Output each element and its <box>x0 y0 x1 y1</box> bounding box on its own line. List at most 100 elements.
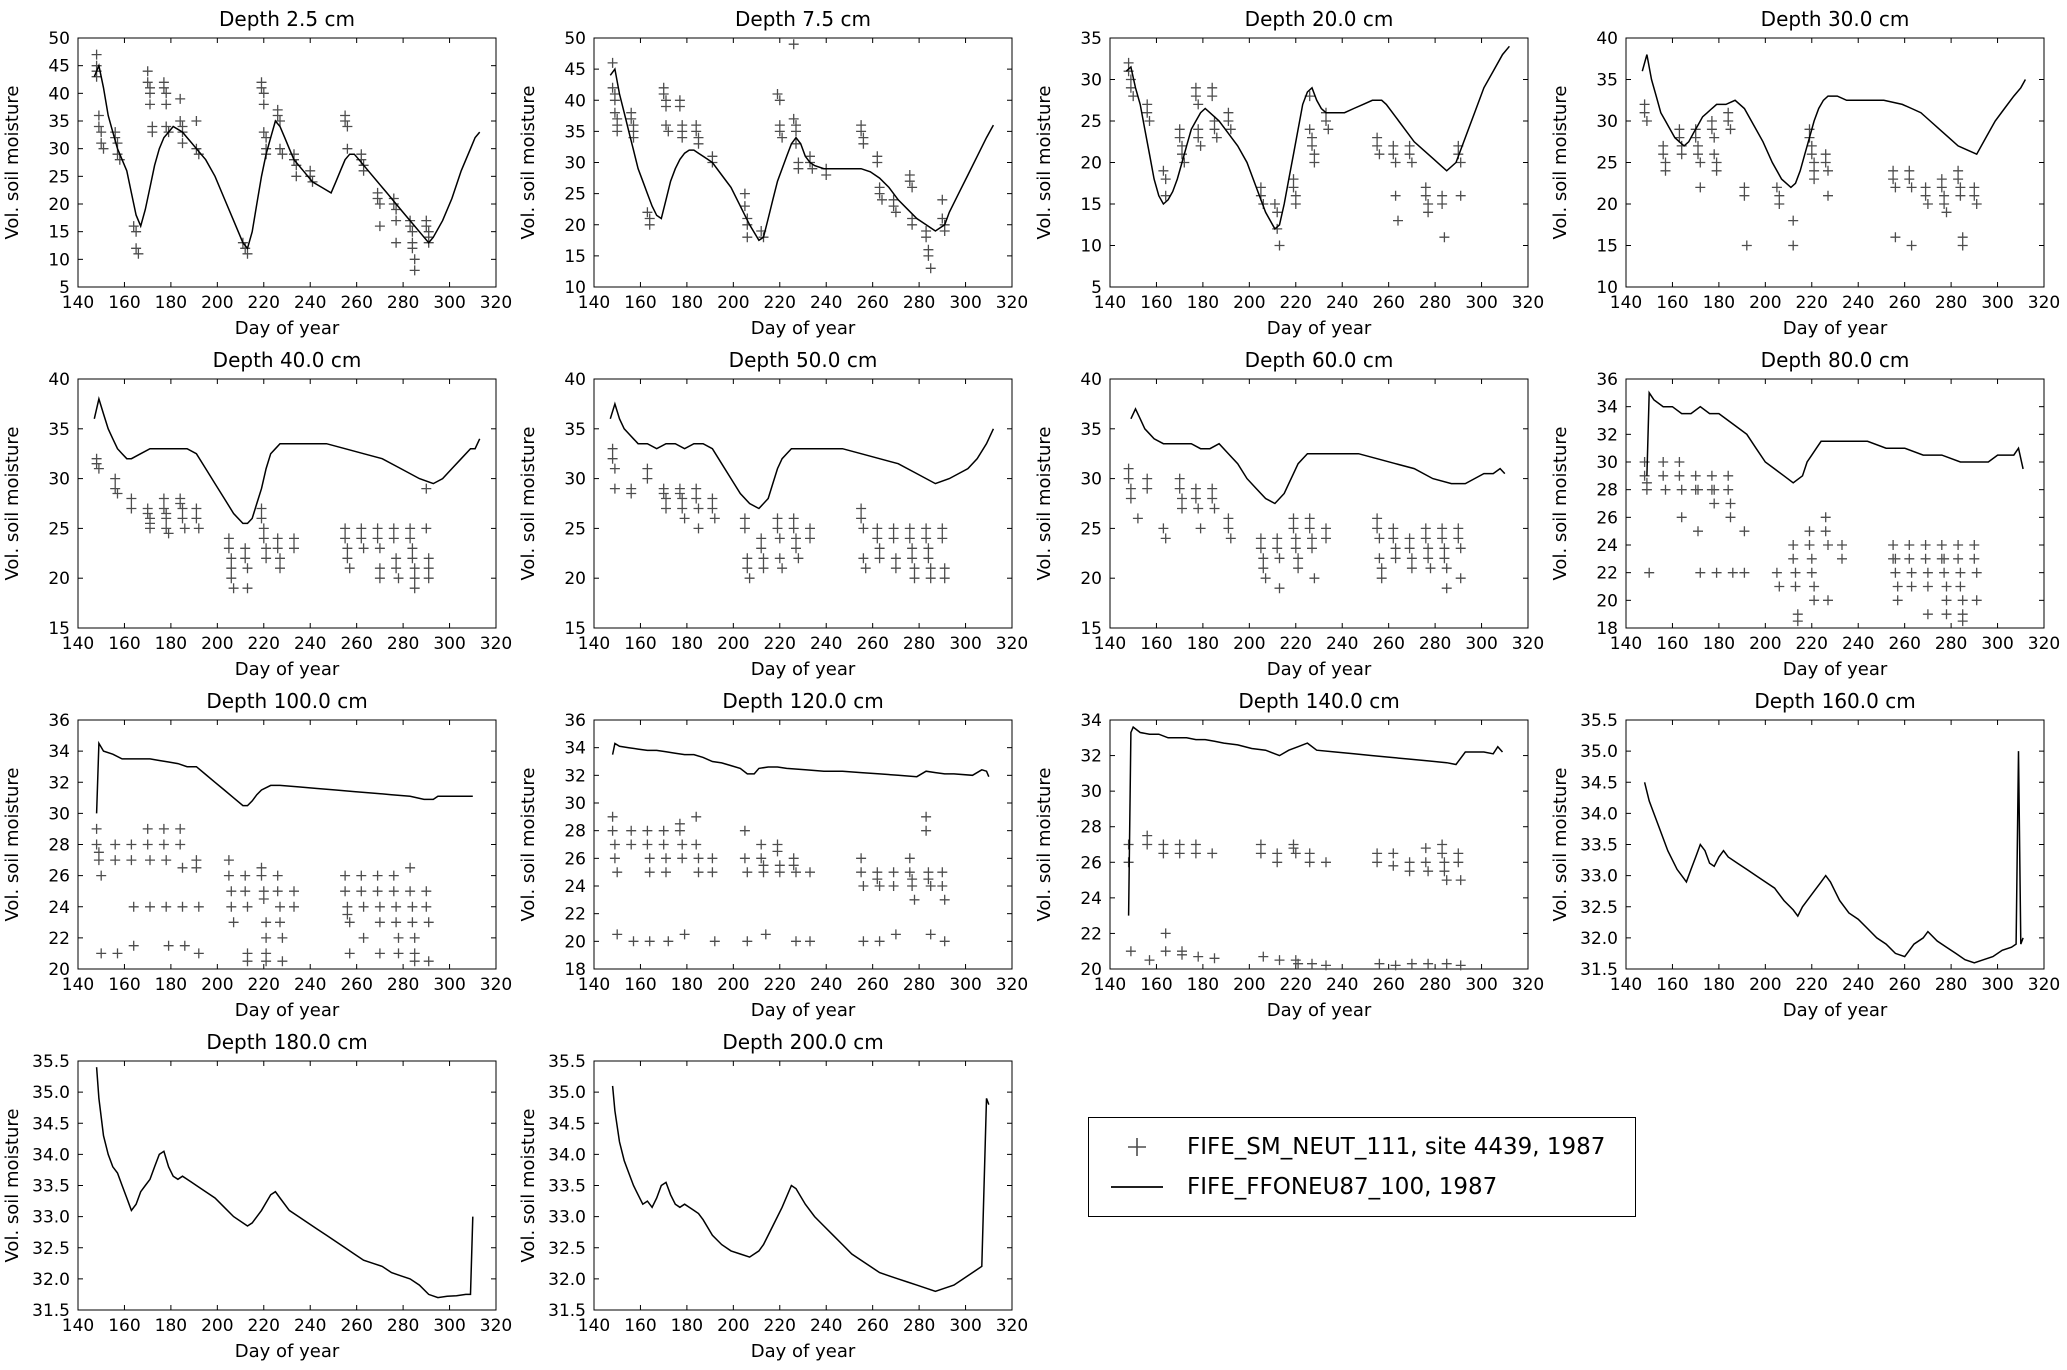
y-tick-label: 32.5 <box>548 1239 586 1259</box>
x-tick-label: 220 <box>248 634 280 654</box>
y-tick-label: 25 <box>1080 519 1102 539</box>
scatter-series <box>1639 99 1982 251</box>
y-tick-label: 15 <box>48 223 70 243</box>
y-axis-label: Vol. soil moisture <box>518 1109 539 1263</box>
line-series <box>95 1067 474 1299</box>
x-tick-label: 260 <box>340 634 372 654</box>
x-tick-label: 140 <box>1610 975 1642 995</box>
x-tick-label: 260 <box>856 975 888 995</box>
x-tick-label: 200 <box>1749 293 1781 313</box>
x-tick-label: 300 <box>433 1316 465 1336</box>
y-tick-label: 33.0 <box>32 1208 70 1228</box>
chart-title: Depth 20.0 cm <box>1245 7 1394 31</box>
x-tick-label: 260 <box>340 1316 372 1336</box>
x-tick-label: 240 <box>1842 975 1874 995</box>
y-tick-label: 31.5 <box>32 1301 70 1321</box>
x-tick-label: 240 <box>1842 293 1874 313</box>
x-tick-label: 180 <box>671 634 703 654</box>
x-tick-label: 280 <box>387 975 419 995</box>
x-tick-label: 300 <box>1465 975 1497 995</box>
x-tick-label: 280 <box>1935 975 1967 995</box>
line-series <box>93 63 481 250</box>
y-axis-label: Vol. soil moisture <box>518 86 539 240</box>
y-tick-label: 30 <box>1080 470 1102 490</box>
x-tick-label: 220 <box>248 293 280 313</box>
x-tick-label: 280 <box>903 293 935 313</box>
y-tick-label: 15 <box>564 619 586 639</box>
scatter-series <box>607 811 950 947</box>
x-tick-label: 160 <box>1140 634 1172 654</box>
legend-cell: FIFE_SM_NEUT_111, site 4439, 1987 FIFE_F… <box>1032 1025 2064 1366</box>
plot-frame <box>593 1060 1013 1311</box>
x-tick-label: 320 <box>996 975 1028 995</box>
x-tick-label: 240 <box>1326 293 1358 313</box>
legend-item-line: FIFE_FFONEU87_100, 1987 <box>1107 1174 1605 1200</box>
y-tick-label: 30 <box>564 470 586 490</box>
x-tick-label: 280 <box>1935 634 1967 654</box>
x-tick-label: 300 <box>433 293 465 313</box>
x-tick-label: 280 <box>387 1316 419 1336</box>
scatter-series <box>91 49 434 276</box>
chart-title: Depth 180.0 cm <box>206 1030 367 1054</box>
x-axis-label: Day of year <box>1783 659 1888 680</box>
chart-title: Depth 40.0 cm <box>213 348 362 372</box>
y-tick-label: 20 <box>564 216 586 236</box>
chart-title: Depth 2.5 cm <box>219 7 355 31</box>
plus-marker-icon <box>1128 1138 1146 1156</box>
x-tick-label: 240 <box>1842 634 1874 654</box>
y-tick-label: 30 <box>564 794 586 814</box>
chart-title: Depth 50.0 cm <box>729 348 878 372</box>
x-tick-label: 200 <box>201 293 233 313</box>
x-tick-label: 240 <box>294 634 326 654</box>
chart-svg: 140 160 180 200 220 240 260 280 300 320 15 20 25 30 35… <box>1034 348 1544 680</box>
y-tick-label: 40 <box>564 91 586 111</box>
x-tick-label: 280 <box>1419 293 1451 313</box>
x-axis-label: Day of year <box>1267 318 1372 339</box>
x-axis-label: Day of year <box>235 659 340 680</box>
x-tick-label: 300 <box>1981 634 2013 654</box>
y-tick-label: 31.5 <box>1580 960 1618 980</box>
x-axis-label: Day of year <box>751 659 856 680</box>
x-tick-label: 280 <box>387 293 419 313</box>
x-tick-label: 240 <box>294 975 326 995</box>
chart-depth-160-0-cm: 140 160 180 200 220 240 260 280 300 320 31.5 32.0 32… <box>1548 684 2064 1025</box>
plot-frame <box>1109 719 1529 970</box>
y-tick-label: 30 <box>1596 112 1618 132</box>
y-tick-label: 30 <box>48 140 70 160</box>
line-series <box>609 401 995 510</box>
x-axis-label: Day of year <box>235 318 340 339</box>
x-tick-label: 240 <box>810 975 842 995</box>
y-tick-label: 34 <box>564 739 586 759</box>
y-tick-label: 25 <box>1080 112 1102 132</box>
y-tick-label: 30 <box>1080 71 1102 91</box>
chart-depth-20-0-cm: 140 160 180 200 220 240 260 280 300 320 5 10 15 20 25 3… <box>1032 2 1548 343</box>
chart-svg: 140 160 180 200 220 240 260 280 300 320 10 15 20 25 30… <box>1550 7 2060 339</box>
y-tick-label: 20 <box>564 932 586 952</box>
x-axis-label: Day of year <box>1783 1000 1888 1021</box>
y-tick-label: 35 <box>1080 29 1102 49</box>
x-tick-label: 320 <box>1512 975 1544 995</box>
x-tick-label: 160 <box>108 975 140 995</box>
y-tick-label: 36 <box>48 711 70 731</box>
y-tick-label: 40 <box>48 370 70 390</box>
x-tick-label: 320 <box>2028 634 2060 654</box>
x-tick-label: 160 <box>624 1316 656 1336</box>
x-tick-label: 140 <box>1094 975 1126 995</box>
chart-title: Depth 200.0 cm <box>722 1030 883 1054</box>
plot-frame <box>1625 719 2045 970</box>
y-tick-label: 35.0 <box>1580 742 1618 762</box>
line-series <box>611 1085 990 1293</box>
x-axis-label: Day of year <box>1783 318 1888 339</box>
x-tick-label: 180 <box>1703 293 1735 313</box>
x-tick-label: 320 <box>1512 634 1544 654</box>
plot-frame <box>77 719 497 970</box>
y-tick-label: 40 <box>1596 29 1618 49</box>
y-tick-label: 25 <box>48 167 70 187</box>
x-tick-label: 320 <box>996 634 1028 654</box>
y-tick-label: 10 <box>48 250 70 270</box>
y-tick-label: 26 <box>564 849 586 869</box>
chart-svg: 140 160 180 200 220 240 260 280 300 320 18 20 22 24 26… <box>1550 348 2060 680</box>
y-axis-label: Vol. soil moisture <box>518 427 539 581</box>
x-tick-label: 200 <box>717 1316 749 1336</box>
